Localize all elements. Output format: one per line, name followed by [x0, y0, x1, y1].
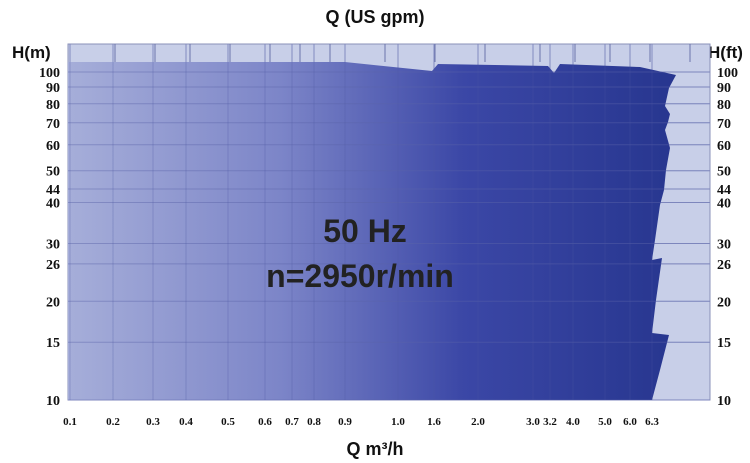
grid-overlay: [68, 44, 710, 401]
y-tick-right: 90: [717, 81, 731, 96]
y-tick-left: 20: [46, 295, 60, 310]
x-tick: 2.0: [471, 416, 485, 428]
x-axis-label: Q m³/h: [347, 439, 404, 459]
x-tick: 0.7: [285, 416, 299, 428]
y-tick-left: 90: [46, 81, 60, 96]
y-tick-left: 50: [46, 165, 60, 180]
y-axis-label-right: H(ft): [708, 43, 743, 62]
x-tick: 1.0: [391, 416, 405, 428]
y-tick-right: 60: [717, 139, 731, 154]
y-tick-left: 26: [46, 258, 60, 273]
x-tick: 0.4: [179, 416, 193, 428]
y-tick-left: 44: [46, 183, 60, 198]
x-tick: 5.0: [598, 416, 612, 428]
x-tick: 0.1: [63, 416, 77, 428]
chart-title: Q (US gpm): [326, 7, 425, 27]
y-tick-right: 80: [717, 98, 731, 113]
y-tick-right: 26: [717, 258, 731, 273]
y-tick-right: 44: [717, 183, 731, 198]
y-tick-right: 50: [717, 165, 731, 180]
x-tick: 0.6: [258, 416, 272, 428]
y-tick-left: 60: [46, 139, 60, 154]
y-tick-left: 10: [46, 394, 60, 409]
y-tick-right: 15: [717, 336, 731, 351]
x-tick: 6.0: [623, 416, 637, 428]
y-tick-left: 30: [46, 238, 60, 253]
y-tick-left: 40: [46, 197, 60, 212]
y-tick-right: 70: [717, 117, 731, 132]
y-axis-label-left: H(m): [12, 43, 51, 62]
x-tick: 0.9: [338, 416, 352, 428]
y-tick-right: 100: [717, 66, 738, 81]
y-tick-right: 20: [717, 295, 731, 310]
y-tick-left: 100: [39, 66, 60, 81]
y-tick-right: 10: [717, 394, 731, 409]
x-tick: 0.8: [307, 416, 321, 428]
annotation-frequency: 50 Hz: [323, 213, 407, 249]
performance-area: [68, 62, 676, 400]
x-tick: 3.2: [543, 416, 557, 428]
x-tick: 3.0: [526, 416, 540, 428]
x-tick: 0.3: [146, 416, 160, 428]
annotation-speed: n=2950r/min: [266, 258, 454, 294]
y-tick-right: 30: [717, 238, 731, 253]
y-tick-left: 15: [46, 336, 60, 351]
x-tick: 1.6: [427, 416, 441, 428]
x-tick: 0.5: [221, 416, 235, 428]
x-tick: 0.2: [106, 416, 120, 428]
x-ticks: 0.1 0.2 0.3 0.4 0.5 0.6 0.7 0.8 0.9 1.0 1.6 2.0 3.0 3…: [63, 416, 659, 428]
x-tick: 6.3: [645, 416, 659, 428]
y-tick-left: 70: [46, 117, 60, 132]
x-tick: 4.0: [566, 416, 580, 428]
y-tick-left: 80: [46, 98, 60, 113]
y-tick-right: 40: [717, 197, 731, 212]
